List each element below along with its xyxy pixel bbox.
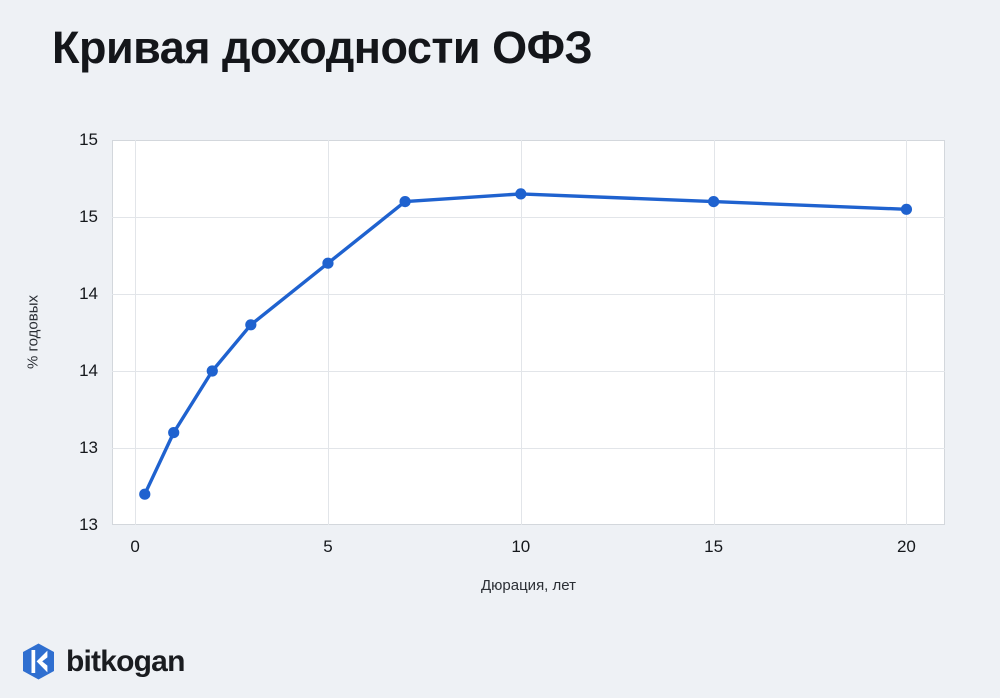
data-point-marker [399,196,411,208]
x-axis-tick-label: 10 [511,537,531,556]
series-line-chart [139,188,913,500]
chart-figure: 13 13 14 14 15 15 0 5 10 15 20 Дюрация, лет % годо… [24,130,945,594]
series-line [143,192,909,496]
data-point-marker [322,257,334,269]
y-axis-tick-label: 14 [79,284,98,303]
data-point-marker [515,188,527,200]
data-point-marker [206,365,218,377]
y-axis-tick-label: 15 [79,130,98,149]
y-axis-tick-label: 13 [79,515,98,534]
y-axis-tick-label: 14 [79,361,98,380]
y-axis-tick-label: 15 [79,207,98,226]
page-title: Кривая доходности ОФЗ [52,22,593,73]
brand-logo: bitkogan [22,643,185,680]
bitkogan-logo-icon [23,643,54,680]
x-axis-tick-label: 0 [130,537,140,556]
data-point-marker [139,488,151,500]
x-axis-label: Дюрация, лет [481,577,576,594]
data-point-marker [900,203,913,215]
data-point-marker [708,196,720,208]
brand-name: bitkogan [66,644,185,678]
data-point-marker [245,319,257,331]
x-axis-tick-label: 5 [323,537,333,556]
y-axis-tick-label: 13 [79,438,98,457]
x-axis-tick-label: 20 [896,537,916,556]
data-point-marker [168,427,180,439]
y-axis-label: % годовых [24,294,42,370]
x-axis-tick-label: 15 [704,537,724,556]
